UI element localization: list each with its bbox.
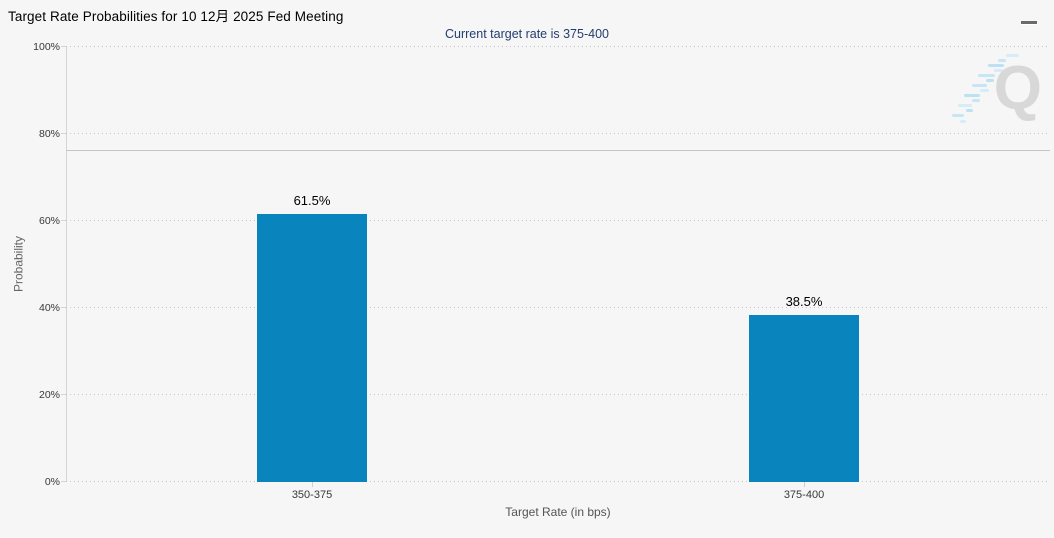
bar-value-label: 38.5% [785, 293, 823, 309]
y-tick-mark [61, 307, 66, 308]
x-tick-mark [804, 482, 805, 487]
y-tick-label: 100% [33, 41, 60, 53]
gridline-20% [66, 394, 1050, 395]
reference-line [66, 150, 1050, 152]
y-tick-label: 0% [44, 476, 60, 488]
gridline-100% [66, 46, 1050, 47]
y-tick-label: 20% [38, 389, 60, 401]
x-category-label: 375-400 [783, 489, 825, 501]
gridline-0% [66, 481, 1050, 482]
probability-bar-350-375[interactable] [257, 214, 367, 482]
chart-subtitle: Current target rate is 375-400 [445, 27, 609, 41]
y-tick-mark [61, 220, 66, 221]
y-axis-labels: 0% 20% 40% 60% 80% 100% [0, 41, 60, 488]
x-category-label: 350-375 [291, 489, 333, 501]
gridline-60% [66, 220, 1050, 221]
y-tick-mark [61, 481, 66, 482]
chart-context-menu-button[interactable] [1019, 6, 1043, 26]
gridline-40% [66, 307, 1050, 308]
chart-title: Target Rate Probabilities for 10 12月 202… [8, 9, 344, 24]
y-tick-mark [61, 133, 66, 134]
y-tick-label: 60% [38, 215, 60, 227]
y-axis-line [66, 47, 67, 482]
gridline-80% [66, 133, 1050, 134]
x-axis-title: Target Rate (in bps) [505, 505, 611, 519]
bar-value-label: 61.5% [293, 193, 331, 209]
y-tick-label: 80% [38, 128, 60, 140]
probability-bar-375-400[interactable] [749, 314, 859, 482]
x-tick-mark [312, 482, 313, 487]
y-tick-mark [61, 46, 66, 47]
y-tick-label: 40% [38, 302, 60, 314]
y-tick-mark [61, 394, 66, 395]
plot-area: 61.5% 350-375 38.5% 375-400 [61, 46, 1050, 501]
hamburger-icon [1021, 21, 1037, 24]
